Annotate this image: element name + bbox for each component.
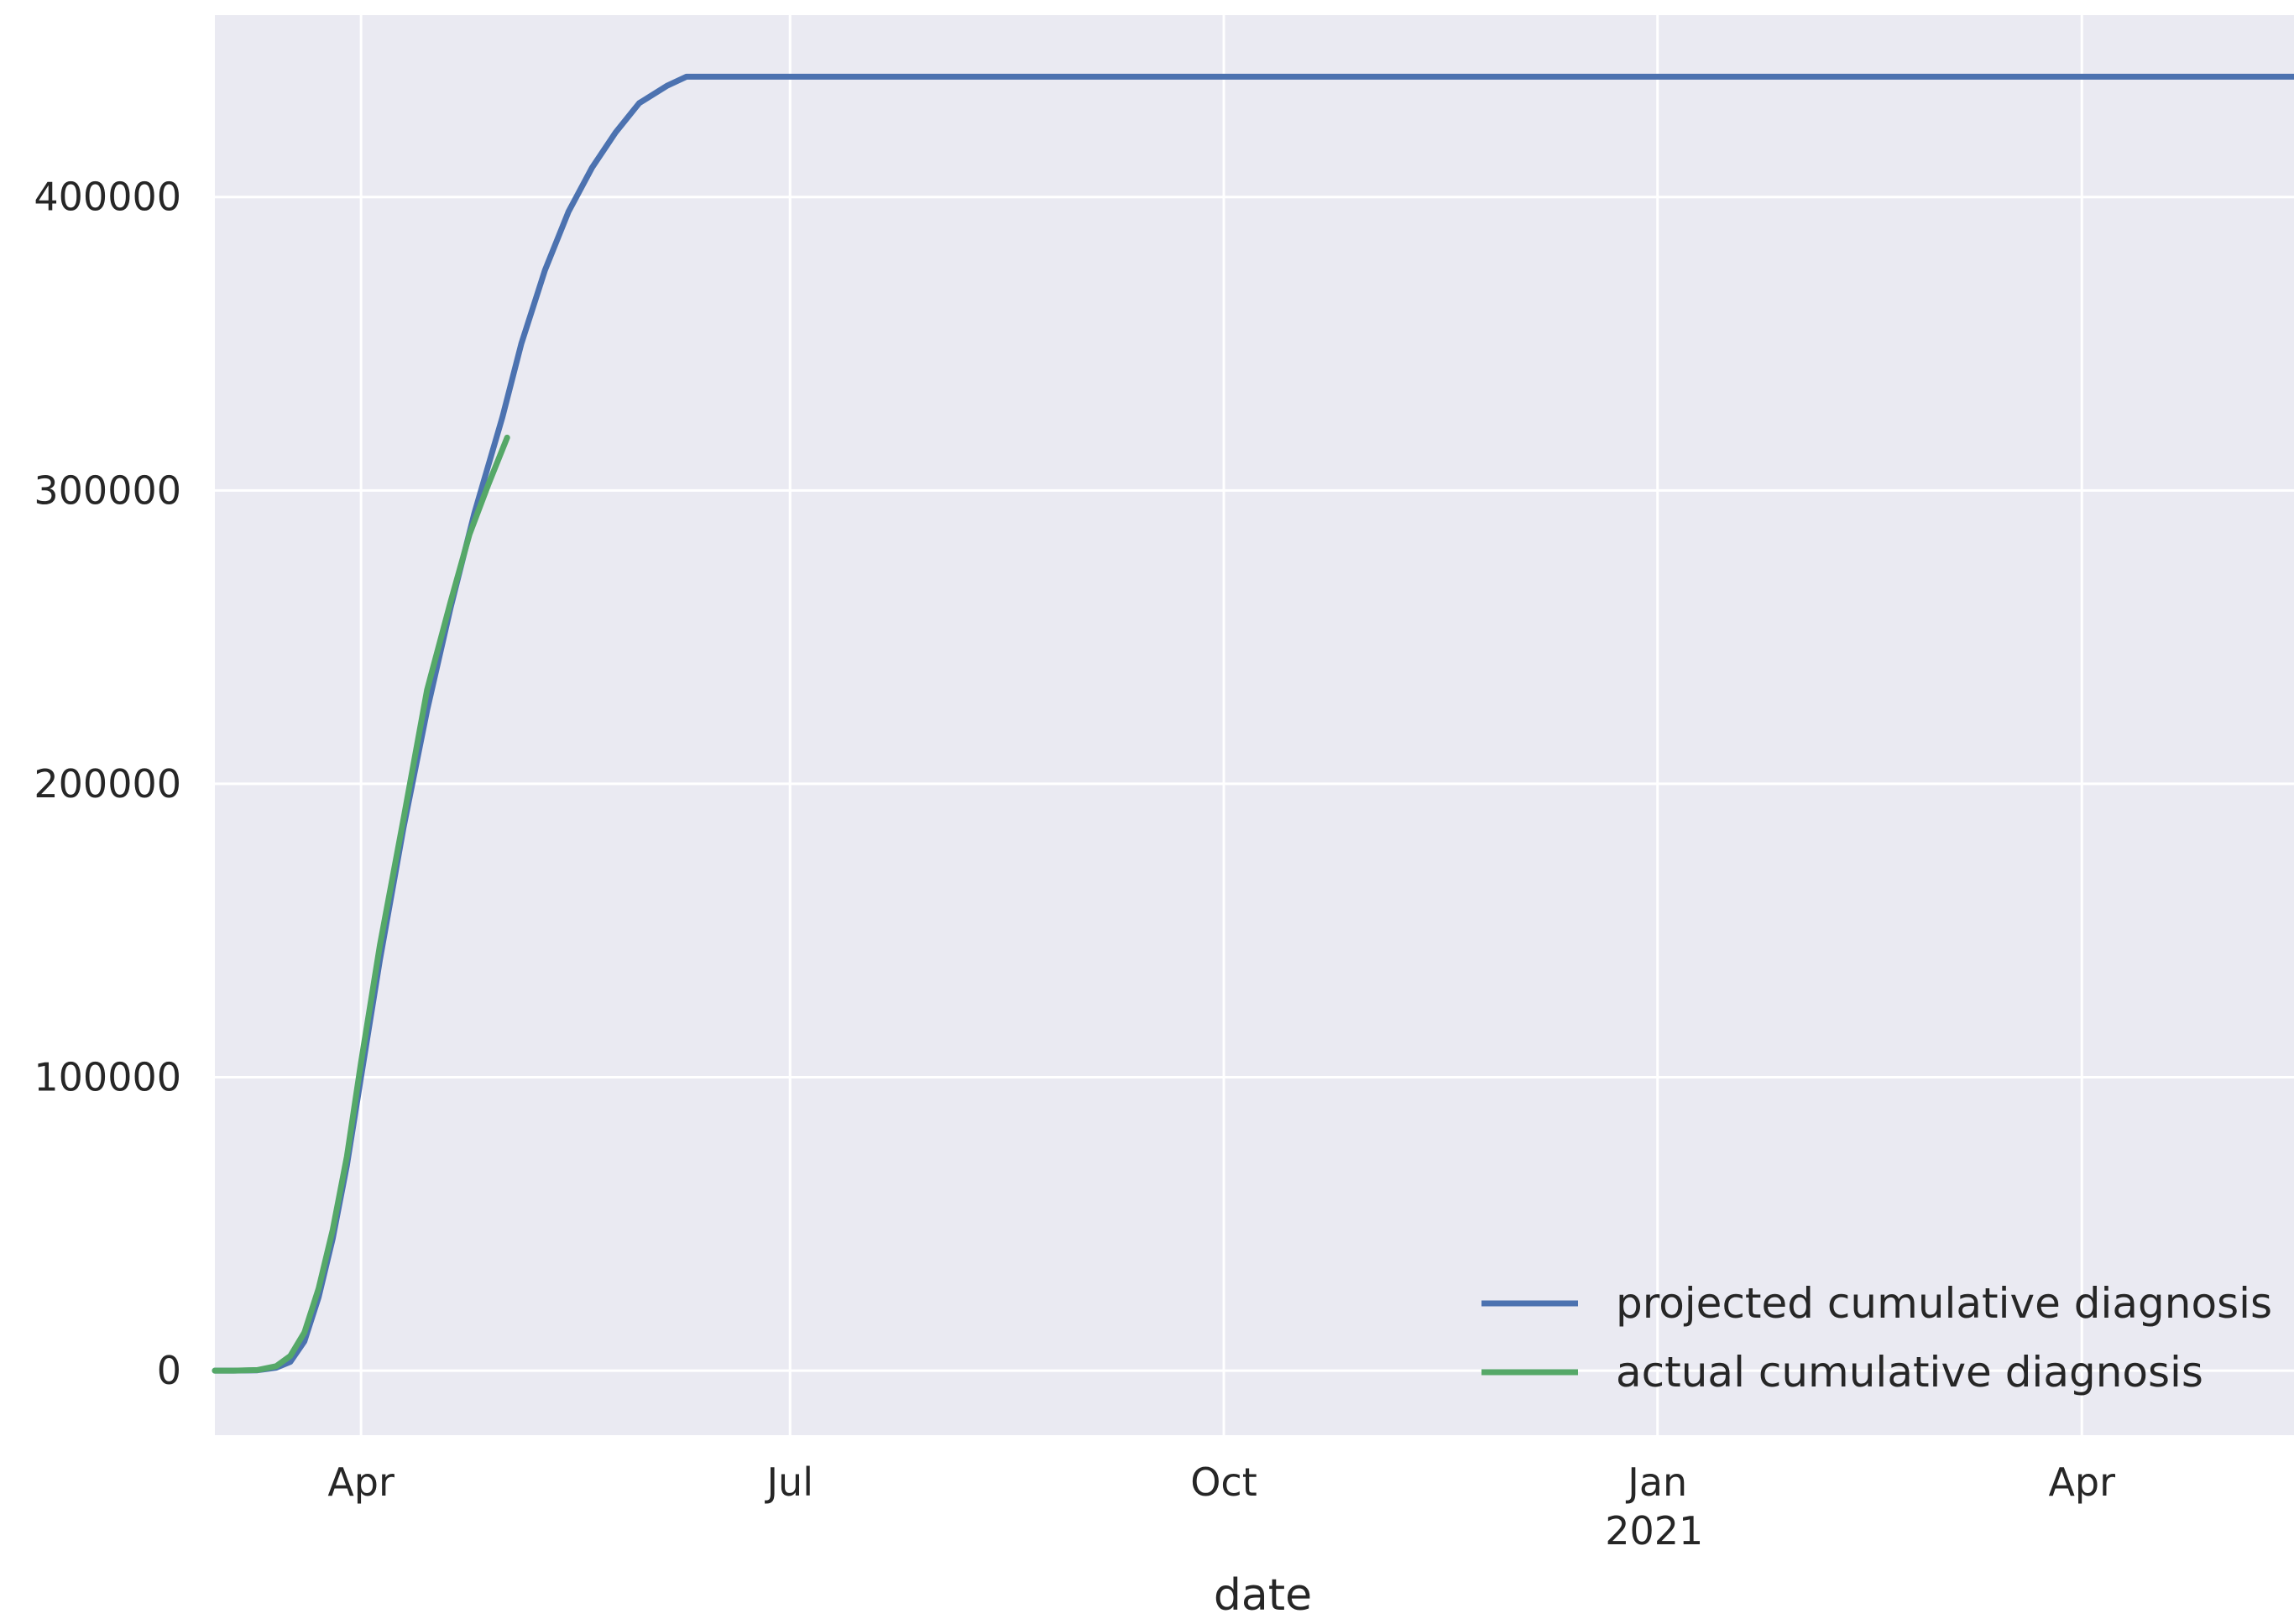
series-line-actual — [212, 434, 510, 1374]
x-tick-label: Oct — [1190, 1460, 1257, 1505]
x-tick-sublabel: 2021 — [1605, 1508, 1703, 1554]
y-tick-label: 300000 — [34, 467, 181, 513]
series-lines — [212, 73, 2294, 1374]
x-tick-label: Apr — [327, 1460, 395, 1505]
y-axis-ticks: 0 100000 200000 300000 400000 — [34, 175, 181, 1393]
x-tick-label: Jan — [1625, 1460, 1687, 1505]
y-tick-label: 200000 — [34, 761, 181, 807]
x-tick-label: Jul — [764, 1460, 813, 1505]
x-axis-title: date — [1214, 1570, 1312, 1621]
x-tick-label: Apr — [2048, 1460, 2115, 1505]
plot-area — [215, 15, 2294, 1435]
grid-lines — [215, 15, 2294, 1435]
legend-label: actual cumulative diagnosis — [1616, 1348, 2203, 1397]
legend: projected cumulative diagnosis actual cum… — [1481, 1279, 2272, 1397]
y-tick-label: 400000 — [34, 175, 181, 220]
y-tick-label: 0 — [157, 1348, 181, 1393]
y-tick-label: 100000 — [34, 1055, 181, 1100]
legend-label: projected cumulative diagnosis — [1616, 1279, 2272, 1328]
